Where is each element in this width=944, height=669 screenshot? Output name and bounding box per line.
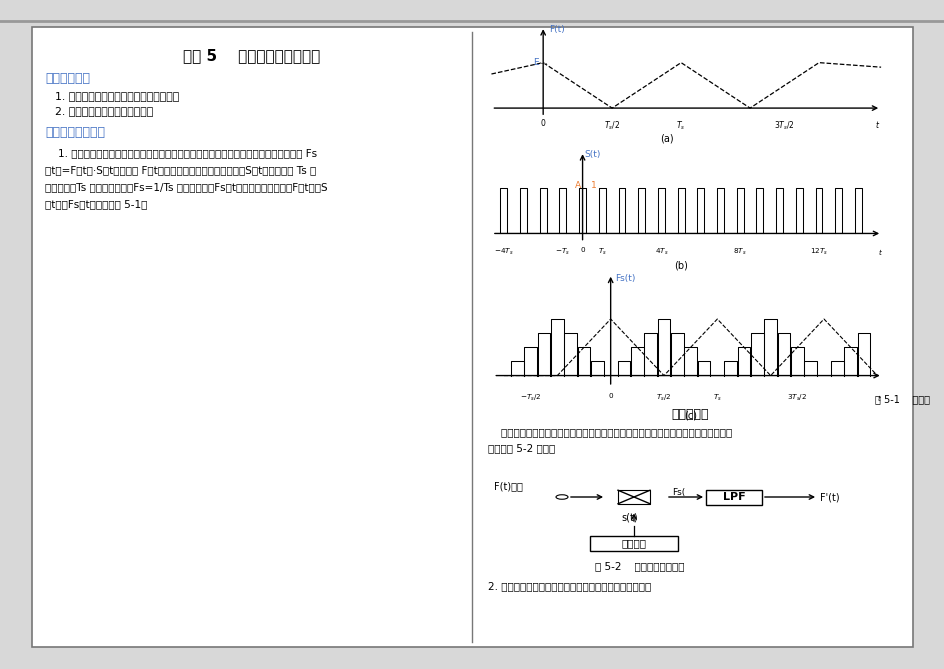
Text: 0: 0 — [608, 393, 613, 399]
Text: $t$: $t$ — [874, 120, 879, 130]
Text: 0: 0 — [580, 247, 584, 253]
Text: 2. 连续周期信号经周期矩形脉冲抽样后，抽样信号的频谱: 2. 连续周期信号经周期矩形脉冲抽样后，抽样信号的频谱 — [487, 581, 650, 591]
Text: 二、实验原理说明: 二、实验原理说明 — [45, 126, 105, 138]
Text: 图 5-1    连续信: 图 5-1 连续信 — [874, 394, 929, 404]
Text: $T_s$: $T_s$ — [712, 393, 721, 403]
Text: $T_s$: $T_s$ — [676, 120, 685, 132]
Text: $-T_s/2$: $-T_s/2$ — [519, 393, 541, 403]
Text: $8T_s$: $8T_s$ — [733, 247, 746, 258]
Text: LPF: LPF — [722, 492, 745, 502]
Text: $12T_s$: $12T_s$ — [809, 247, 827, 258]
Text: 图 5-2    信号抽样实验原理: 图 5-2 信号抽样实验原理 — [595, 561, 684, 571]
Text: $t$: $t$ — [877, 393, 882, 403]
Text: 矩形脉冲，Ts 又称抽样间隔，Fs=1/Ts 称抽样频率，Fs（t）为抽样信号波形，F（t）、S: 矩形脉冲，Ts 又称抽样间隔，Fs=1/Ts 称抽样频率，Fs（t）为抽样信号波… — [45, 182, 328, 192]
Text: E: E — [532, 58, 538, 67]
Text: 1. 离散信号不仅可以从离散信号源获得，而且也可以从连续信号经抽样获得，抽样信号 Fs: 1. 离散信号不仅可以从离散信号源获得，而且也可以从连续信号经抽样获得，抽样信号… — [45, 148, 317, 158]
Text: F(t): F(t) — [548, 25, 564, 34]
Text: 1. 观察离散信号频谱，了解其频谱特点；: 1. 观察离散信号频谱，了解其频谱特点； — [55, 91, 179, 101]
Text: $T_s/2$: $T_s/2$ — [603, 120, 619, 132]
Text: 2. 验证抽样定理并恢复原信号。: 2. 验证抽样定理并恢复原信号。 — [55, 106, 153, 116]
Text: $4T_s$: $4T_s$ — [654, 247, 667, 258]
Text: 号抽样过程: 号抽样过程 — [670, 407, 708, 421]
Text: F'(t): F'(t) — [819, 492, 838, 502]
Text: $-T_s$: $-T_s$ — [555, 247, 570, 258]
Text: （t）、Fs（t）波形如图 5-1。: （t）、Fs（t）波形如图 5-1。 — [45, 199, 147, 209]
Text: 将连续信号用周期性矩形脉冲抽样而得到抽样信号，可通过抽样器来实现，实验原理: 将连续信号用周期性矩形脉冲抽样而得到抽样信号，可通过抽样器来实现，实验原理 — [487, 427, 732, 437]
Text: 实验 5    抽样定理与信号恢复: 实验 5 抽样定理与信号恢复 — [183, 48, 320, 64]
Text: s(t): s(t) — [621, 513, 637, 523]
Text: 开关信号: 开关信号 — [621, 539, 646, 549]
Bar — [589, 536, 677, 551]
Text: $-4T_s$: $-4T_s$ — [494, 247, 513, 258]
Text: $T_s$: $T_s$ — [598, 247, 606, 258]
Bar — [705, 490, 761, 504]
Text: S(t): S(t) — [583, 151, 599, 159]
Text: （t）=F（t）·S（t），其中 F（t）为连续信号（例如三角波），S（t）是周期为 Ts 的: （t）=F（t）·S（t），其中 F（t）为连续信号（例如三角波），S（t）是周… — [45, 165, 316, 175]
Text: 1: 1 — [591, 181, 597, 190]
Text: $T_s/2$: $T_s/2$ — [656, 393, 671, 403]
Text: 一、实验目的: 一、实验目的 — [45, 72, 90, 86]
Text: $3T_s/2$: $3T_s/2$ — [773, 120, 794, 132]
Text: (c): (c) — [683, 411, 697, 421]
Text: 电路如图 5-2 所示。: 电路如图 5-2 所示。 — [487, 443, 555, 453]
Text: 0: 0 — [540, 120, 545, 128]
Text: A: A — [574, 181, 581, 190]
Text: (a): (a) — [660, 133, 673, 143]
Text: $t$: $t$ — [877, 247, 882, 257]
Text: (b): (b) — [673, 261, 687, 271]
Text: $3T_s/2$: $3T_s/2$ — [786, 393, 806, 403]
Text: Fs(: Fs( — [671, 488, 684, 497]
Text: Fs(t): Fs(t) — [615, 274, 634, 283]
Text: F(t)连续: F(t)连续 — [494, 482, 522, 492]
